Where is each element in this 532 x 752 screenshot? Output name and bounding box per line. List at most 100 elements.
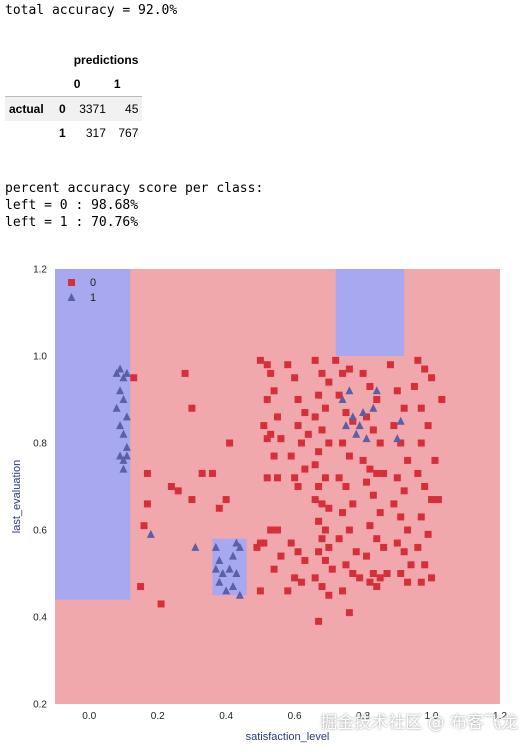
data-point-class-0 bbox=[386, 361, 394, 369]
data-point-class-0 bbox=[383, 570, 391, 577]
data-point-class-0 bbox=[335, 391, 343, 399]
data-point-class-0 bbox=[137, 583, 145, 591]
data-point-class-0 bbox=[339, 369, 347, 377]
data-point-class-0 bbox=[414, 543, 422, 551]
data-point-class-1 bbox=[393, 434, 402, 443]
data-point-class-0 bbox=[321, 474, 329, 482]
data-point-class-0 bbox=[428, 496, 436, 504]
data-point-class-0 bbox=[274, 526, 281, 534]
pred-label-1: 1 bbox=[113, 77, 121, 91]
data-point-class-0 bbox=[366, 578, 374, 586]
data-point-class-0 bbox=[157, 600, 165, 608]
y-tick-label: 0.8 bbox=[33, 439, 47, 450]
data-point-class-1 bbox=[146, 529, 155, 538]
data-point-class-0 bbox=[311, 413, 319, 421]
class-accuracy-header: percent accuracy score per class: bbox=[5, 181, 264, 196]
data-point-class-0 bbox=[397, 570, 405, 577]
data-point-class-0 bbox=[297, 439, 305, 447]
data-point-class-0 bbox=[291, 374, 299, 382]
data-point-class-0 bbox=[263, 361, 271, 369]
data-point-class-0 bbox=[414, 356, 422, 364]
data-point-class-0 bbox=[284, 587, 292, 595]
data-point-class-0 bbox=[188, 404, 196, 412]
data-point-class-0 bbox=[366, 465, 374, 473]
data-point-class-0 bbox=[428, 574, 436, 582]
data-point-class-1 bbox=[218, 569, 227, 577]
data-point-class-1 bbox=[112, 368, 121, 377]
data-point-class-0 bbox=[390, 422, 398, 430]
actual-row-label-1: 1 bbox=[59, 126, 66, 140]
x-axis-label: satisfaction_level bbox=[246, 731, 330, 743]
data-point-class-0 bbox=[404, 578, 412, 586]
data-point-class-0 bbox=[325, 543, 333, 551]
predictions-label: predictions bbox=[73, 53, 139, 67]
data-point-class-0 bbox=[198, 469, 206, 477]
legend: 01 bbox=[67, 277, 96, 304]
data-point-class-1 bbox=[348, 412, 357, 421]
actual-row-label-0: 0 bbox=[55, 96, 70, 121]
legend-marker-class-0 bbox=[68, 279, 75, 286]
data-point-class-0 bbox=[294, 548, 302, 556]
data-point-class-0 bbox=[342, 561, 350, 569]
data-point-class-0 bbox=[428, 374, 436, 382]
data-point-class-0 bbox=[373, 396, 381, 403]
class-0-accuracy: left = 0 : 98.68% bbox=[5, 198, 139, 213]
data-point-class-0 bbox=[274, 474, 281, 482]
x-tick-label: 1.2 bbox=[493, 711, 507, 722]
data-point-class-0 bbox=[311, 356, 319, 364]
data-point-class-0 bbox=[349, 417, 357, 425]
data-point-class-1 bbox=[122, 451, 131, 460]
data-point-class-0 bbox=[315, 617, 323, 625]
data-point-class-0 bbox=[222, 496, 230, 504]
data-point-class-0 bbox=[301, 556, 309, 564]
y-tick-label: 0.2 bbox=[33, 700, 47, 711]
data-point-class-1 bbox=[229, 582, 237, 591]
y-tick-label: 0.4 bbox=[33, 613, 47, 624]
matrix-cell: 317 bbox=[85, 126, 106, 140]
data-point-class-1 bbox=[122, 442, 131, 451]
y-axis-label: last_evaluation bbox=[11, 460, 23, 533]
data-point-class-1 bbox=[352, 429, 361, 438]
data-point-class-0 bbox=[376, 574, 384, 582]
x-tick-label: 1.0 bbox=[425, 711, 439, 722]
data-point-class-0 bbox=[431, 456, 439, 464]
data-point-class-0 bbox=[263, 474, 271, 482]
data-point-class-0 bbox=[417, 578, 425, 586]
data-point-class-1 bbox=[225, 564, 234, 573]
data-point-class-1 bbox=[119, 395, 128, 403]
series-0-points bbox=[130, 356, 446, 625]
data-point-class-0 bbox=[400, 404, 408, 412]
data-point-class-0 bbox=[274, 413, 281, 421]
confusion-matrix-table: predictions 0 1 actual 0 3371 45 1 317 7… bbox=[5, 48, 143, 145]
data-point-class-0 bbox=[318, 369, 326, 377]
data-point-class-0 bbox=[359, 369, 367, 377]
decision-region-class-1 bbox=[55, 269, 131, 600]
class-1-accuracy: left = 1 : 70.76% bbox=[5, 215, 139, 230]
data-point-class-0 bbox=[414, 469, 422, 477]
data-point-class-0 bbox=[397, 439, 405, 447]
data-point-class-1 bbox=[211, 542, 220, 551]
data-point-class-0 bbox=[345, 526, 353, 534]
data-point-class-0 bbox=[417, 439, 425, 447]
data-point-class-0 bbox=[366, 522, 374, 530]
decision-region-scatter-chart: 0.0 0.2 0.4 0.6 0.8 1.0 1.2 0.2 0.4 0.6 0.8 1.0 1.2… bbox=[11, 265, 507, 744]
data-point-class-1 bbox=[119, 373, 128, 382]
data-point-class-1 bbox=[116, 364, 125, 373]
data-point-class-0 bbox=[393, 387, 401, 395]
data-point-class-0 bbox=[332, 356, 340, 364]
data-point-class-0 bbox=[315, 448, 323, 456]
data-point-class-0 bbox=[421, 483, 429, 490]
data-point-class-0 bbox=[421, 561, 429, 569]
data-point-class-0 bbox=[267, 526, 275, 534]
data-point-class-0 bbox=[342, 483, 350, 490]
data-point-class-0 bbox=[407, 561, 415, 569]
data-point-class-0 bbox=[315, 548, 323, 556]
data-point-class-0 bbox=[434, 496, 442, 504]
data-point-class-1 bbox=[116, 451, 125, 460]
data-point-class-0 bbox=[417, 404, 425, 412]
y-tick-label: 1.0 bbox=[33, 352, 47, 363]
data-point-class-0 bbox=[301, 465, 309, 473]
data-point-class-0 bbox=[345, 609, 353, 617]
data-point-class-1 bbox=[211, 564, 220, 573]
data-point-class-0 bbox=[301, 409, 309, 417]
